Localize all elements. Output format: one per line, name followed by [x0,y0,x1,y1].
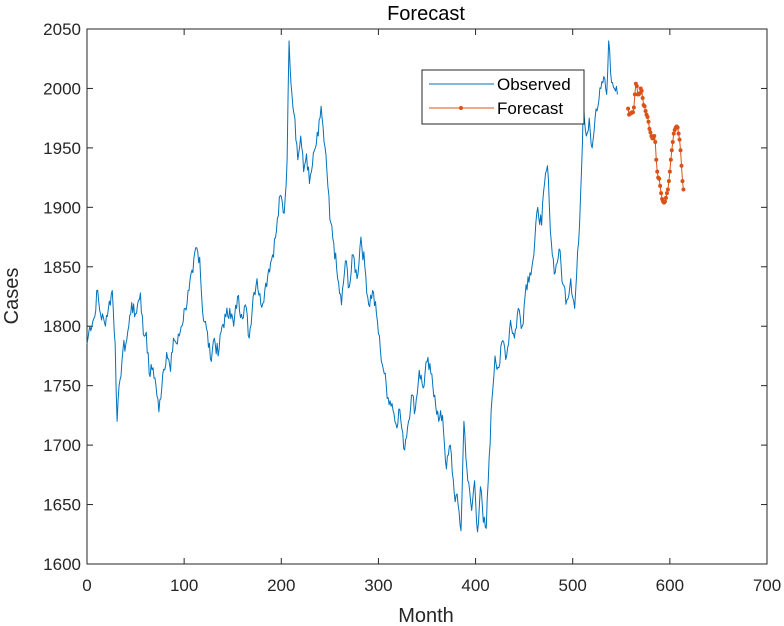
forecast-point [663,195,668,200]
x-tick-label: 400 [461,576,489,595]
x-tick-label: 600 [656,576,684,595]
forecast-point [634,84,639,89]
forecast-point [667,169,672,174]
forecast-point [681,187,686,192]
forecast-point [653,139,658,144]
x-tick-label: 100 [170,576,198,595]
forecast-point [631,105,636,110]
x-tick-label: 500 [559,576,587,595]
forecast-point [658,183,663,188]
forecast-point [647,126,652,131]
forecast-point [670,139,675,144]
forecast-point [671,131,676,136]
forecast-point [663,199,667,204]
y-tick-label: 1850 [43,258,81,277]
forecast-point [664,191,669,196]
forecast-point [668,157,673,162]
y-tick-label: 1900 [43,198,81,217]
y-tick-label: 2050 [43,20,81,39]
forecast-point [678,148,683,153]
forecast-point [655,169,660,174]
legend-label-forecast: Forecast [497,99,563,118]
forecast-point [679,163,684,168]
forecast-point [680,179,685,184]
chart-title: Forecast [387,3,465,25]
forecast-point [676,131,681,136]
y-tick-label: 1950 [43,139,81,158]
forecast-point [645,114,650,119]
forecast-point [632,92,637,97]
y-tick-label: 1700 [43,436,81,455]
y-tick-label: 1650 [43,496,81,515]
series-layer [86,40,686,533]
forecast-point [640,95,645,100]
y-axis: 1600 1650 1700 1750 1800 1850 1900 1950 2000 2050 [43,20,767,574]
y-tick-label: 2000 [43,79,81,98]
forecast-point [666,179,671,184]
x-tick-label: 0 [82,576,91,595]
forecast-point [642,104,647,109]
forecast-point [630,110,635,115]
forecast-point [654,157,659,162]
forecast-point [648,130,653,135]
legend-marker-forecast [459,106,463,110]
forecast-point [657,176,662,181]
forecast-point [665,187,670,192]
forecast-point [626,106,631,111]
forecast-point [669,148,674,153]
legend: Observed Forecast [421,69,585,125]
x-tick-label: 200 [267,576,295,595]
forecast-point [659,191,664,196]
x-axis: 0 100 200 300 400 500 600 700 [82,29,781,595]
y-tick-label: 1800 [43,317,81,336]
forecast-point [639,88,644,93]
forecast-point [652,134,657,138]
y-axis-label: Cases [1,268,23,325]
y-tick-label: 1600 [43,555,81,574]
legend-box [421,69,585,125]
y-tick-label: 1750 [43,377,81,396]
forecast-point [643,109,648,114]
legend-label-observed: Observed [497,75,571,94]
x-axis-label: Month [398,605,454,626]
x-tick-label: 700 [753,576,781,595]
x-tick-label: 300 [364,576,392,595]
forecast-point [675,125,680,130]
forecast-point [646,119,651,124]
forecast-point [677,137,682,142]
series-line-observed [86,40,618,533]
